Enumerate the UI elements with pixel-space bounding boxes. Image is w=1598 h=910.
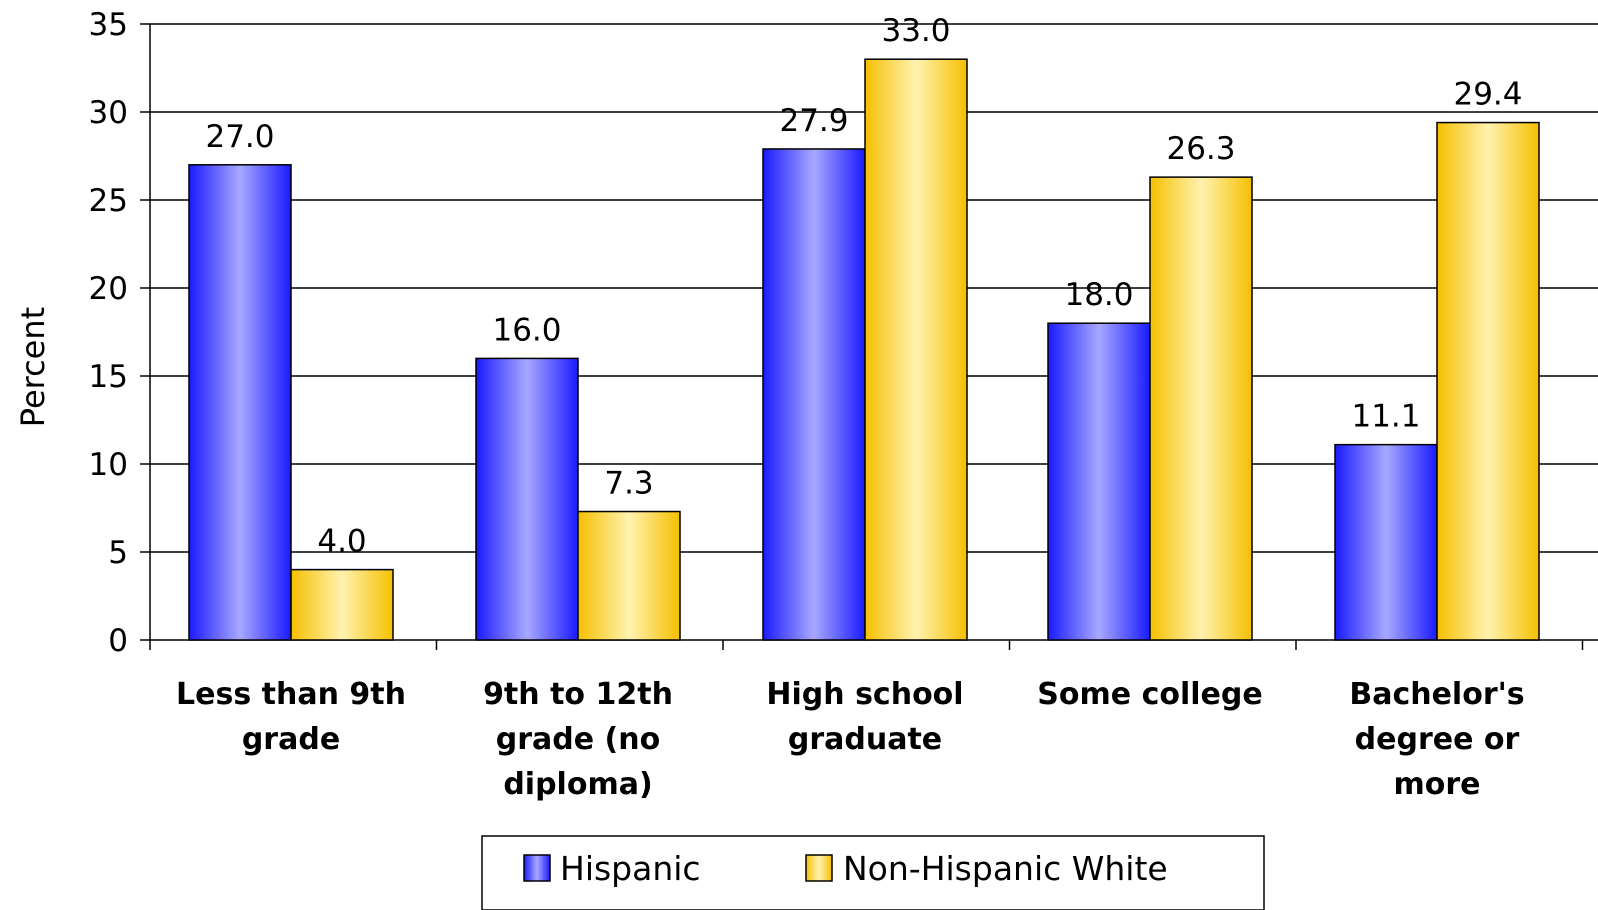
- y-tick-label: 15: [89, 359, 128, 395]
- x-category-label: High school: [766, 677, 963, 712]
- x-category-label: degree or: [1355, 722, 1520, 757]
- y-axis-title: Percent: [14, 307, 52, 427]
- data-label: 18.0: [1064, 277, 1133, 313]
- data-label: 7.3: [604, 466, 653, 502]
- x-category-label: Less than 9th: [176, 677, 406, 712]
- y-tick-label: 30: [89, 95, 128, 131]
- data-label: 4.0: [317, 524, 366, 560]
- bar-hispanic: [762, 148, 866, 641]
- legend-swatch: [805, 854, 833, 882]
- y-tick-label: 0: [108, 623, 128, 659]
- x-category-label: grade (no: [496, 722, 660, 757]
- bar-non-hispanic-white: [1149, 176, 1253, 641]
- legend: Hispanic Non-Hispanic White: [481, 835, 1265, 910]
- bar-non-hispanic-white: [577, 510, 681, 641]
- bar-hispanic: [1334, 443, 1438, 641]
- legend-swatch: [523, 854, 551, 882]
- x-category-label: grade: [242, 722, 340, 757]
- x-category-label: Some college: [1037, 677, 1262, 712]
- data-label: 16.0: [492, 312, 561, 348]
- legend-box: [481, 835, 1265, 910]
- x-category-label: 9th to 12th: [483, 677, 673, 712]
- data-label: 11.1: [1351, 399, 1420, 435]
- y-tick-label: 25: [89, 183, 128, 219]
- y-tick-label: 35: [89, 7, 128, 43]
- data-label: 29.4: [1453, 77, 1522, 113]
- data-label: 27.9: [779, 103, 848, 139]
- x-category-label: Bachelor's: [1349, 677, 1524, 712]
- legend-label: Hispanic: [560, 849, 701, 888]
- legend-label: Non-Hispanic White: [843, 849, 1168, 888]
- bar-hispanic: [1047, 322, 1151, 641]
- data-label: 26.3: [1166, 131, 1235, 167]
- data-labels: 27.0 4.0 16.0 7.3 27.9 33.0 18.0 26.3 11.1 29.4: [205, 13, 1522, 559]
- y-tick-label: 20: [89, 271, 128, 307]
- bar-non-hispanic-white: [1436, 121, 1540, 641]
- x-category-label: graduate: [788, 722, 942, 757]
- bar-non-hispanic-white: [864, 58, 968, 641]
- x-category-label: more: [1393, 767, 1480, 802]
- bar-hispanic: [188, 164, 292, 641]
- data-label: 33.0: [881, 13, 950, 49]
- bar-hispanic: [475, 357, 579, 641]
- y-tick-label: 5: [108, 535, 128, 571]
- y-tick-label: 10: [89, 447, 128, 483]
- bars: [188, 58, 1540, 641]
- data-label: 27.0: [205, 119, 274, 155]
- x-category-label: diploma): [503, 767, 652, 802]
- bar-non-hispanic-white: [290, 568, 394, 641]
